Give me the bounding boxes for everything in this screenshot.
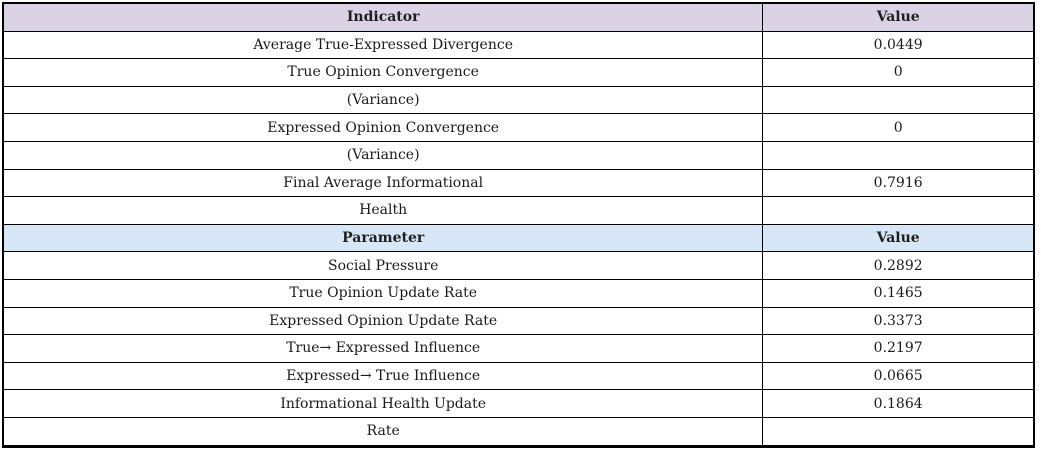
indicator-label-cell: Average True-Expressed Divergence (2, 30, 764, 60)
parameter-column-header: Parameter (2, 223, 764, 253)
table-row: Social Pressure 0.2892 (2, 251, 1035, 280)
indicator-header-row: Indicator Value (2, 2, 1035, 32)
table-row: Final Average Informational 0.7916 (2, 168, 1035, 198)
table-row: Health (2, 196, 1035, 225)
value-cell: 0.2197 (762, 334, 1035, 363)
value-cell: 0.0665 (762, 361, 1035, 391)
indicator-label-cell: Expressed Opinion Convergence (2, 113, 764, 142)
value-cell: 0.7916 (762, 168, 1035, 198)
indicator-column-header: Indicator (2, 2, 764, 32)
table-row: (Variance) (2, 85, 1035, 115)
indicator-label-cell: (Variance) (2, 85, 764, 115)
table-row: Expressed Opinion Update Rate 0.3373 (2, 306, 1035, 336)
value-cell (762, 140, 1035, 170)
parameter-header-row: Parameter Value (2, 223, 1035, 253)
table-row: Expressed→ True Influence 0.0665 (2, 361, 1035, 391)
table-row: True→ Expressed Influence 0.2197 (2, 334, 1035, 363)
value-cell: 0.0449 (762, 30, 1035, 60)
value-cell: 0.1864 (762, 389, 1035, 418)
value-cell: 0.3373 (762, 306, 1035, 336)
indicator-label-cell: True Opinion Convergence (2, 58, 764, 87)
parameter-label-cell: True Opinion Update Rate (2, 278, 764, 308)
parameter-label-cell: Expressed→ True Influence (2, 361, 764, 391)
value-cell (762, 196, 1035, 225)
parameter-label-cell: Social Pressure (2, 251, 764, 280)
value-cell (762, 85, 1035, 115)
indicator-label-cell: Final Average Informational (2, 168, 764, 198)
table-row: Average True-Expressed Divergence 0.0449 (2, 30, 1035, 60)
value-cell: 0.2892 (762, 251, 1035, 280)
parameter-label-cell: Rate (2, 416, 764, 447)
value-cell: 0 (762, 58, 1035, 87)
table-row: Informational Health Update 0.1864 (2, 389, 1035, 418)
parameter-label-cell: True→ Expressed Influence (2, 334, 764, 363)
value-cell (762, 416, 1035, 447)
parameter-value-column-header: Value (762, 223, 1035, 253)
parameter-label-cell: Expressed Opinion Update Rate (2, 306, 764, 336)
table-row: True Opinion Update Rate 0.1465 (2, 278, 1035, 308)
table-row: (Variance) (2, 140, 1035, 170)
table-row: Rate (2, 416, 1035, 447)
indicator-value-column-header: Value (762, 2, 1035, 32)
table-row: Expressed Opinion Convergence 0 (2, 113, 1035, 142)
indicator-label-cell: (Variance) (2, 140, 764, 170)
results-table: Indicator Value Average True-Expressed D… (2, 2, 1035, 448)
parameter-label-cell: Informational Health Update (2, 389, 764, 418)
table-row: True Opinion Convergence 0 (2, 58, 1035, 87)
value-cell: 0 (762, 113, 1035, 142)
value-cell: 0.1465 (762, 278, 1035, 308)
indicator-label-cell: Health (2, 196, 764, 225)
